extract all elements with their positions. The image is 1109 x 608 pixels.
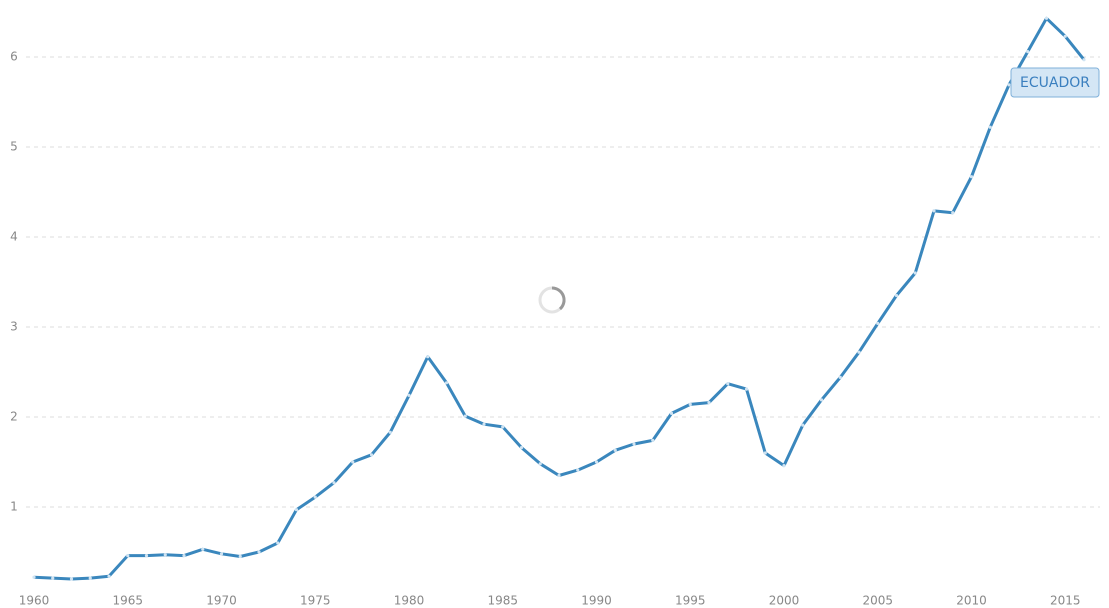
y-tick-label: 5 bbox=[10, 140, 18, 154]
point-marker bbox=[1082, 58, 1086, 62]
point-marker bbox=[988, 125, 992, 129]
point-marker bbox=[951, 211, 955, 215]
point-marker bbox=[1026, 50, 1030, 54]
point-marker bbox=[838, 375, 842, 379]
x-tick-label: 2000 bbox=[769, 594, 800, 608]
point-marker bbox=[707, 401, 711, 405]
y-tick-label: 2 bbox=[10, 410, 18, 424]
y-tick-label: 6 bbox=[10, 50, 18, 64]
x-tick-label: 1965 bbox=[112, 594, 143, 608]
point-marker bbox=[969, 175, 974, 179]
point-marker bbox=[219, 552, 224, 556]
point-marker bbox=[857, 350, 861, 354]
point-marker bbox=[463, 414, 467, 418]
x-tick-label: 1970 bbox=[206, 594, 237, 608]
x-tick-label: 1975 bbox=[300, 594, 331, 608]
x-tick-label: 2010 bbox=[956, 594, 987, 608]
series-label-text: ECUADOR bbox=[1020, 75, 1090, 91]
point-marker bbox=[238, 554, 242, 559]
series-label-box bbox=[1010, 67, 1100, 98]
point-marker bbox=[726, 382, 730, 386]
point-marker bbox=[88, 576, 92, 580]
series-line bbox=[33, 16, 1086, 581]
point-marker bbox=[913, 271, 917, 275]
point-marker bbox=[201, 547, 205, 551]
point-marker bbox=[932, 209, 936, 213]
point-marker bbox=[594, 460, 599, 464]
point-marker bbox=[332, 481, 336, 485]
point-marker bbox=[182, 554, 186, 558]
point-marker bbox=[407, 393, 411, 397]
point-marker bbox=[501, 425, 505, 429]
x-tick-label: 1995 bbox=[675, 594, 706, 608]
point-marker bbox=[257, 550, 261, 554]
point-marker bbox=[1007, 83, 1011, 87]
x-tick-label: 1985 bbox=[487, 594, 518, 608]
x-tick-label: 1990 bbox=[581, 594, 612, 608]
point-marker bbox=[276, 541, 280, 545]
point-marker bbox=[388, 430, 392, 434]
x-tick-label: 1980 bbox=[394, 594, 425, 608]
y-tick-label: 4 bbox=[10, 230, 18, 244]
y-tick-label: 1 bbox=[10, 500, 18, 514]
point-marker bbox=[1044, 16, 1049, 20]
point-marker bbox=[351, 460, 355, 464]
point-marker bbox=[294, 508, 299, 512]
point-marker bbox=[557, 473, 561, 478]
point-marker bbox=[613, 448, 617, 452]
x-tick-label: 2005 bbox=[862, 594, 893, 608]
point-marker bbox=[69, 577, 74, 581]
point-marker bbox=[763, 451, 767, 455]
point-marker bbox=[32, 575, 36, 579]
point-marker bbox=[782, 464, 786, 468]
point-marker bbox=[51, 576, 55, 580]
point-marker bbox=[576, 468, 580, 472]
point-marker bbox=[894, 293, 899, 298]
point-marker bbox=[1063, 34, 1067, 38]
point-marker bbox=[632, 442, 636, 446]
point-marker bbox=[688, 402, 692, 406]
point-marker bbox=[876, 321, 880, 325]
point-marker bbox=[744, 387, 749, 391]
point-marker bbox=[144, 554, 149, 558]
point-marker bbox=[819, 398, 824, 402]
x-tick-label: 2015 bbox=[1050, 594, 1081, 608]
point-marker bbox=[369, 453, 374, 457]
y-tick-label: 3 bbox=[10, 320, 18, 334]
point-marker bbox=[107, 574, 111, 578]
point-marker bbox=[651, 438, 655, 442]
point-marker bbox=[801, 423, 805, 427]
point-marker bbox=[444, 381, 449, 385]
point-marker bbox=[313, 495, 317, 499]
point-marker bbox=[163, 553, 167, 557]
point-marker bbox=[519, 446, 524, 450]
point-marker bbox=[126, 554, 130, 558]
point-marker bbox=[669, 411, 674, 415]
point-marker bbox=[482, 422, 486, 426]
loading-spinner bbox=[538, 286, 566, 314]
x-tick-label: 1960 bbox=[19, 594, 50, 608]
point-marker bbox=[538, 462, 542, 466]
point-marker bbox=[426, 355, 430, 359]
series-label: ECUADOR bbox=[1010, 67, 1100, 98]
